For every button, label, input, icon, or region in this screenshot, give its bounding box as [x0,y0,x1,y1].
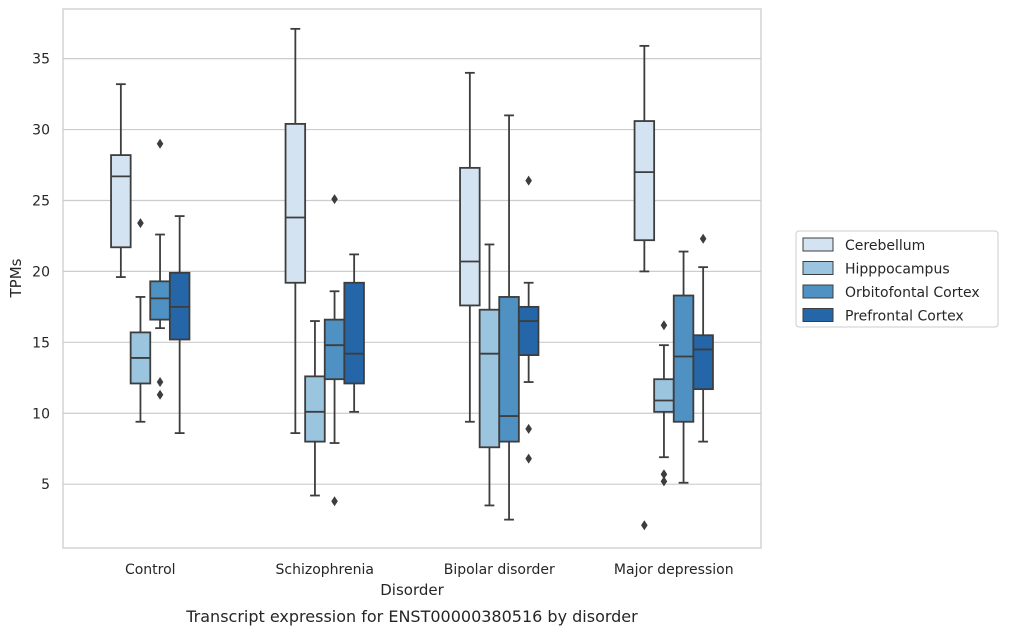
box-orbitofontal-cortex [323,194,346,507]
box-cerebellum [110,83,132,278]
y-tick-label: 30 [32,123,50,139]
box-prefrontal-cortex [168,215,191,435]
legend-frame [795,230,999,328]
outlier-marker [525,423,532,434]
plot-frame [62,8,762,549]
y-tick-label: 20 [32,264,50,280]
outlier-marker [699,233,707,244]
outlier-marker [137,218,144,229]
x-axis-label: Disorder [380,581,444,599]
legend-swatch [802,308,834,322]
box-body [304,375,326,443]
box-body [517,305,540,356]
outlier-marker [660,320,668,331]
box-orbitofontal-cortex [672,250,695,484]
box-body [672,294,695,423]
legend-swatch [802,284,834,299]
outlier-marker [660,469,668,480]
outlier-marker [331,194,338,205]
box-body [498,296,520,443]
x-tick-label: Major depression [614,562,734,578]
box-cerebellum [459,71,481,423]
box-body [653,378,675,413]
box-prefrontal-cortex [692,233,714,443]
outlier-marker [525,175,532,186]
box-groups [110,27,714,531]
legend-label: Prefrontal Cortex [845,309,964,325]
box-body [459,166,481,307]
y-axis-label: TPMs [7,258,25,298]
x-tick-label: Schizophrenia [276,562,374,578]
legend: Cerebellum Hipppocampus Orbitofontal Corte… [795,230,999,328]
box-hipppocampus [304,320,326,497]
figure-caption: Transcript expression for ENST0000038051… [185,607,638,626]
legend-label: Orbitofontal Cortex [845,285,980,301]
box-cerebellum [284,27,307,435]
box-body [343,281,365,385]
box-body [110,154,132,249]
box-body [633,120,656,242]
outlier-marker [156,138,164,149]
y-tick-label: 15 [32,335,50,351]
box-body [284,122,307,284]
box-body [149,280,171,321]
outlier-marker [641,520,648,531]
grid-lines [63,58,761,485]
box-body [323,318,346,381]
x-tick-label: Control [125,562,176,578]
x-tick-label: Bipolar disorder [444,562,555,578]
y-tick-label: 5 [41,477,50,493]
box-hipppocampus [653,320,675,487]
y-tick-labels: 5 10 15 20 25 30 35 [32,52,50,494]
y-tick-label: 35 [32,52,50,68]
outlier-marker [660,476,668,487]
box-prefrontal-cortex [343,253,365,413]
box-body [478,308,501,449]
y-tick-label: 10 [32,406,50,422]
box-cerebellum [633,44,656,531]
outlier-marker [525,453,532,464]
box-prefrontal-cortex [517,175,540,464]
outlier-marker [331,496,338,507]
legend-swatch [802,261,834,275]
box-orbitofontal-cortex [498,114,520,521]
x-tick-labels: Control Schizophrenia Bipolar disorder Majo… [125,562,734,578]
y-tick-label: 25 [32,193,50,209]
outlier-marker [156,377,164,388]
box-hipppocampus [478,243,501,507]
legend-label: Hipppocampus [845,262,950,278]
box-orbitofontal-cortex [149,138,171,400]
box-hipppocampus [129,218,152,423]
legend-label: Cerebellum [845,238,925,254]
legend-swatch [802,237,834,252]
outlier-marker [156,389,164,400]
box-body [692,334,714,391]
